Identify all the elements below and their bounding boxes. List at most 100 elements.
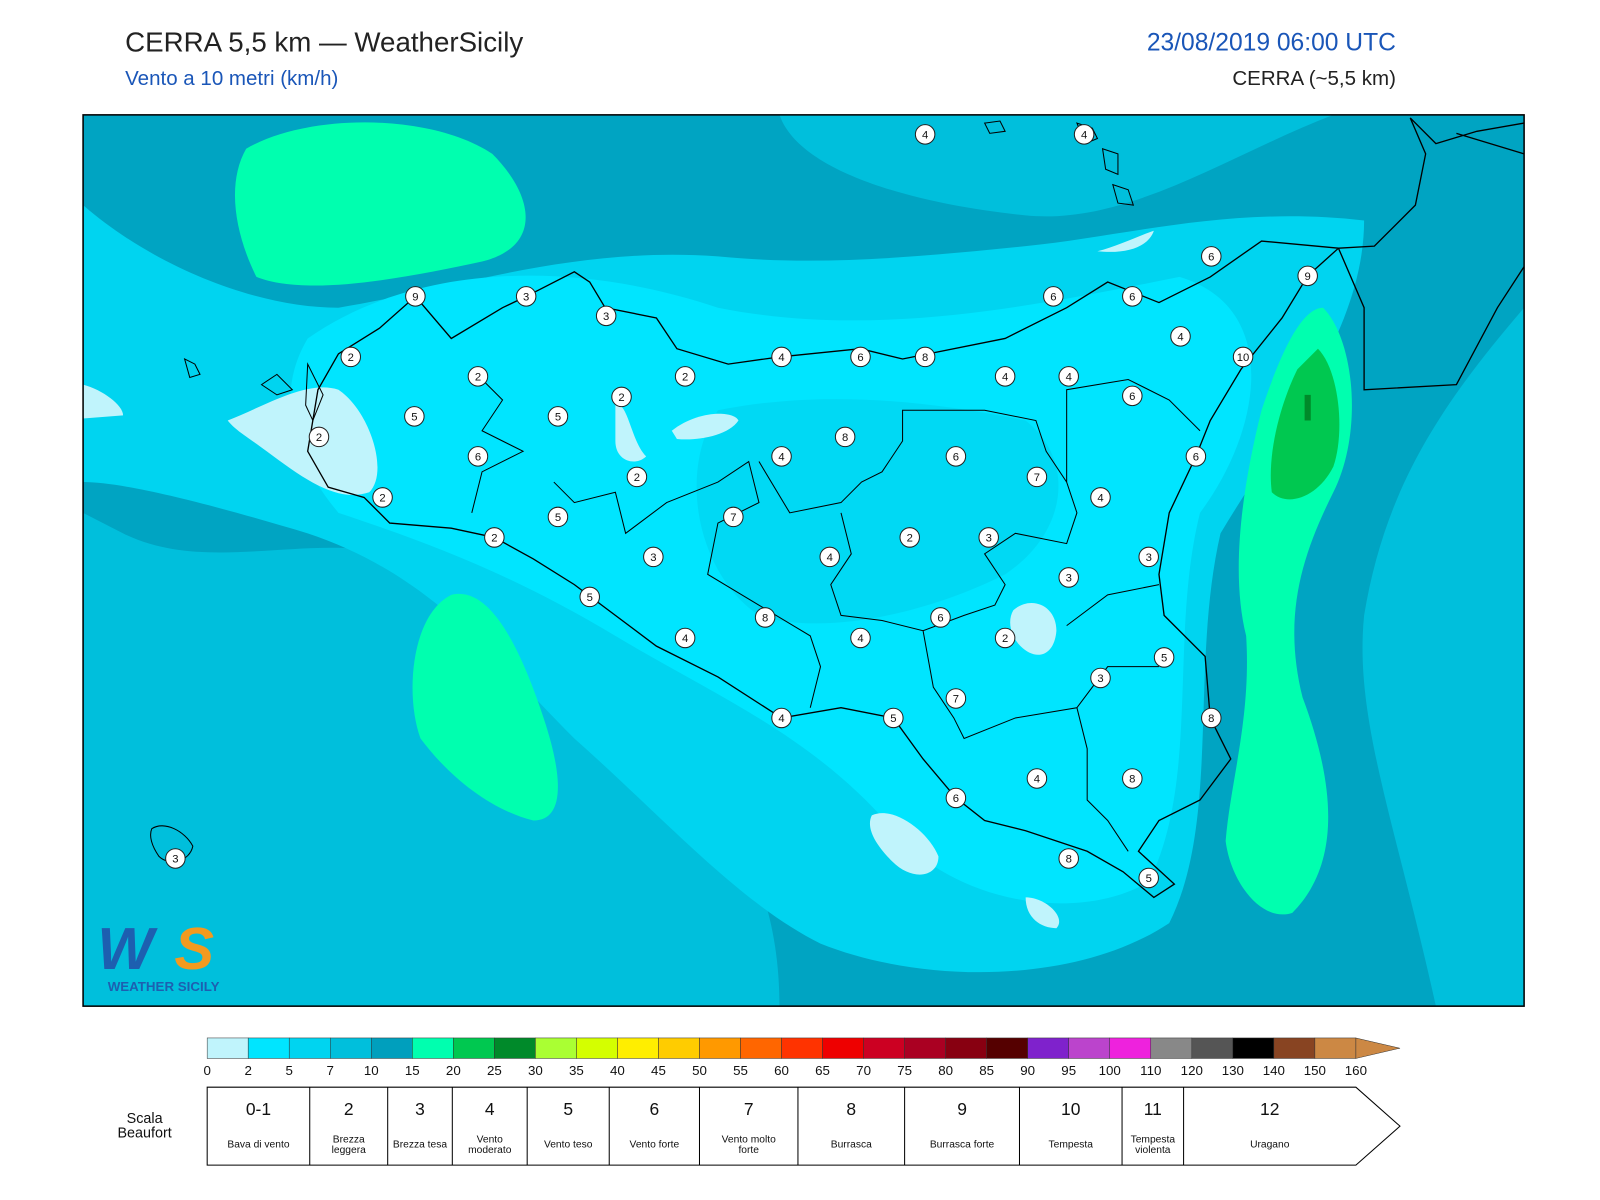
legend-swatch — [945, 1037, 987, 1059]
beaufort-force: 3 — [415, 1099, 425, 1119]
station-value: 3 — [1146, 552, 1152, 564]
station-value: 3 — [603, 311, 609, 323]
legend-tick-label: 55 — [733, 1063, 748, 1078]
legend-tick-label: 25 — [487, 1063, 502, 1078]
beaufort-force: 5 — [563, 1099, 574, 1119]
legend-tick-label: 85 — [979, 1063, 994, 1078]
station-marker — [1153, 647, 1175, 668]
station-marker — [1026, 466, 1048, 488]
station-marker — [930, 607, 951, 628]
station-marker — [1058, 366, 1079, 387]
station-value: 2 — [1002, 633, 1008, 645]
station-value: 2 — [907, 533, 913, 545]
station-value: 2 — [491, 533, 497, 545]
station-marker — [1185, 446, 1207, 467]
station-value: 4 — [1177, 332, 1183, 344]
station-value: 5 — [411, 412, 417, 424]
legend-swatch — [1150, 1037, 1193, 1059]
station-marker — [611, 386, 632, 408]
station-marker — [1073, 124, 1095, 145]
station-marker — [914, 124, 936, 145]
station-value: 8 — [762, 613, 768, 625]
station-value: 2 — [682, 372, 688, 384]
station-marker — [914, 346, 936, 368]
station-value: 3 — [172, 854, 178, 866]
svg-text:WEATHER SICILY: WEATHER SICILY — [108, 979, 220, 994]
station-marker — [595, 305, 617, 327]
legend-tick-label: 45 — [651, 1063, 666, 1078]
legend-tick-label: 35 — [569, 1063, 584, 1078]
station-marker — [547, 506, 569, 528]
station-marker — [340, 346, 362, 368]
station-marker — [1138, 546, 1159, 568]
station-value: 9 — [412, 292, 418, 304]
legend-swatch — [453, 1037, 495, 1059]
station-marker — [1201, 707, 1222, 729]
beaufort-name: Uragano — [1250, 1139, 1290, 1151]
station-layer: 4 4 9 3 3 2 2 2 2 4 6 8 4 4 6 6 6 9 4 10 6 5 5 2 6 4 8 6 6 2 7 4 2 5 7 2 2 3 3… — [165, 124, 1318, 889]
station-value: 6 — [1193, 452, 1199, 464]
beaufort-force: 8 — [846, 1099, 857, 1119]
svg-text:S: S — [174, 915, 214, 982]
station-marker — [467, 366, 489, 387]
station-marker — [1090, 487, 1111, 508]
legend-tick-label: 65 — [815, 1063, 830, 1078]
station-value: 8 — [922, 352, 928, 364]
beaufort-force: 12 — [1260, 1099, 1280, 1119]
legend-tick-label: 90 — [1020, 1063, 1035, 1078]
svg-text:W: W — [97, 915, 158, 982]
station-value: 6 — [857, 352, 863, 364]
station-value: 8 — [842, 432, 848, 444]
station-marker — [994, 366, 1016, 387]
station-marker — [1232, 346, 1254, 368]
legend-tick-label: 100 — [1099, 1063, 1121, 1078]
station-value: 4 — [857, 633, 863, 645]
beaufort-force: 7 — [743, 1099, 754, 1119]
station-value: 8 — [1208, 713, 1214, 725]
station-value: 3 — [650, 552, 656, 564]
station-marker — [674, 627, 696, 649]
legend-swatch — [576, 1037, 618, 1059]
station-value: 6 — [1129, 292, 1135, 304]
station-value: 2 — [316, 432, 322, 444]
legend-tick-label: 60 — [774, 1063, 789, 1078]
legend-tick-label: 150 — [1304, 1063, 1326, 1078]
beaufort-name: Vento molto forte — [721, 1134, 776, 1156]
station-marker — [819, 546, 840, 568]
station-marker — [1201, 246, 1222, 267]
legend-swatch — [494, 1037, 536, 1059]
station-marker — [165, 848, 186, 869]
station-value: 7 — [730, 512, 736, 524]
legend-swatch — [822, 1037, 864, 1059]
legend-tick-label: 110 — [1140, 1063, 1161, 1078]
station-value: 6 — [937, 613, 943, 625]
station-value: 6 — [1129, 391, 1135, 403]
beaufort-force: 9 — [957, 1099, 967, 1119]
legend-swatch — [781, 1037, 823, 1059]
beaufort-name: Vento teso — [543, 1139, 593, 1151]
station-marker — [754, 607, 776, 628]
station-marker — [899, 527, 920, 548]
station-marker — [1170, 326, 1191, 347]
map-frame — [82, 114, 1525, 1007]
beaufort-name: Vento moderato — [468, 1134, 512, 1156]
station-marker — [1122, 768, 1143, 789]
beaufort-name: Brezza tesa — [392, 1139, 448, 1151]
station-value: 4 — [1066, 372, 1072, 384]
legend-swatch — [617, 1037, 659, 1059]
station-value: 3 — [986, 533, 992, 545]
station-value: 7 — [1034, 472, 1040, 484]
station-value: 4 — [1034, 774, 1040, 786]
beaufort-name: Tempesta violenta — [1130, 1134, 1176, 1156]
station-marker — [626, 466, 648, 488]
color-scale: 0 2 5 7 10 15 20 25 30 35 40 45 50 55 60 65 70 75 80 85 90 95… — [203, 1037, 1401, 1078]
legend-tick-label: 120 — [1181, 1063, 1203, 1078]
legend-swatch — [412, 1037, 454, 1059]
station-value: 3 — [1097, 673, 1103, 685]
legend-arrow — [1355, 1037, 1401, 1059]
legend-swatch — [699, 1037, 741, 1059]
legend-tick-label: 160 — [1345, 1063, 1367, 1078]
legend-tick-label: 10 — [364, 1063, 379, 1078]
station-value: 6 — [1050, 292, 1056, 304]
